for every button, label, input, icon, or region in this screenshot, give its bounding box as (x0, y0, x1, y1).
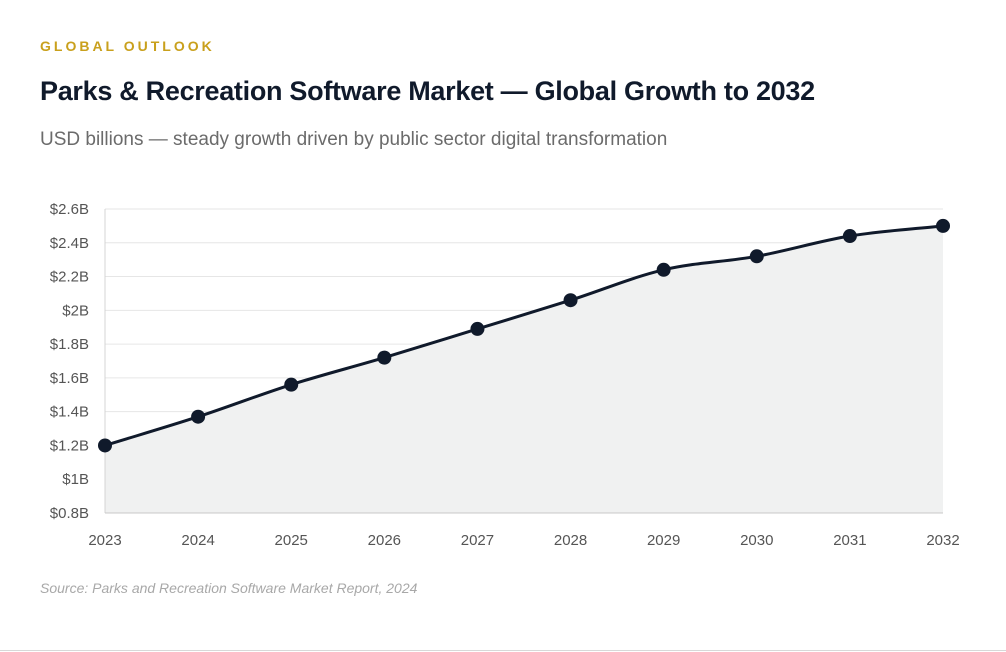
bottom-divider (0, 650, 1006, 651)
data-points (98, 218, 950, 453)
x-tick-label: 2028 (554, 532, 587, 549)
area-layer (105, 225, 943, 513)
x-tick-label: 2025 (275, 532, 308, 549)
data-point[interactable] (191, 409, 206, 424)
y-tick-label: $2.2B (50, 269, 89, 286)
data-point[interactable] (656, 262, 671, 277)
x-tick-label: 2032 (926, 532, 959, 549)
y-tick-label: $0.8B (50, 505, 89, 522)
source-note: Source: Parks and Recreation Software Ma… (40, 580, 418, 596)
axes (104, 209, 943, 514)
data-point[interactable] (470, 321, 485, 336)
x-tick-label: 2023 (88, 532, 121, 549)
x-tick-label: 2024 (181, 532, 214, 549)
chart-subtitle: USD billions — steady growth driven by p… (40, 129, 668, 150)
series-layer (103, 224, 945, 447)
y-axis-ticks: $0.8B $1B $1.2B $1.4B $1.6B $1.8B $2B $2.2B $2.4… (50, 201, 89, 522)
y-tick-label: $1B (62, 471, 89, 488)
y-tick-label: $2.6B (50, 201, 89, 218)
eyebrow-label: GLOBAL OUTLOOK (40, 38, 215, 54)
data-point[interactable] (284, 377, 299, 392)
x-tick-label: 2026 (368, 532, 401, 549)
y-tick-label: $1.8B (50, 336, 89, 353)
data-point[interactable] (98, 438, 112, 453)
series-line (103, 224, 945, 447)
x-tick-label: 2027 (461, 532, 494, 549)
data-point[interactable] (936, 218, 950, 233)
data-point[interactable] (563, 293, 578, 308)
x-tick-label: 2029 (647, 532, 680, 549)
data-point[interactable] (377, 350, 392, 365)
y-tick-label: $1.6B (50, 370, 89, 387)
chart-title: Parks & Recreation Software Market — Glo… (40, 76, 815, 106)
data-point[interactable] (842, 229, 857, 244)
x-tick-label: 2031 (833, 532, 866, 549)
x-axis-ticks: 2023 2024 2025 2026 2027 2028 2029 2030 2031 2032 (88, 532, 959, 549)
series-area (105, 225, 943, 513)
y-tick-label: $1.2B (50, 437, 89, 454)
x-tick-label: 2030 (740, 532, 773, 549)
y-tick-label: $2.4B (50, 235, 89, 252)
data-point[interactable] (749, 249, 764, 264)
y-tick-label: $2B (62, 302, 89, 319)
y-tick-label: $1.4B (50, 404, 89, 421)
